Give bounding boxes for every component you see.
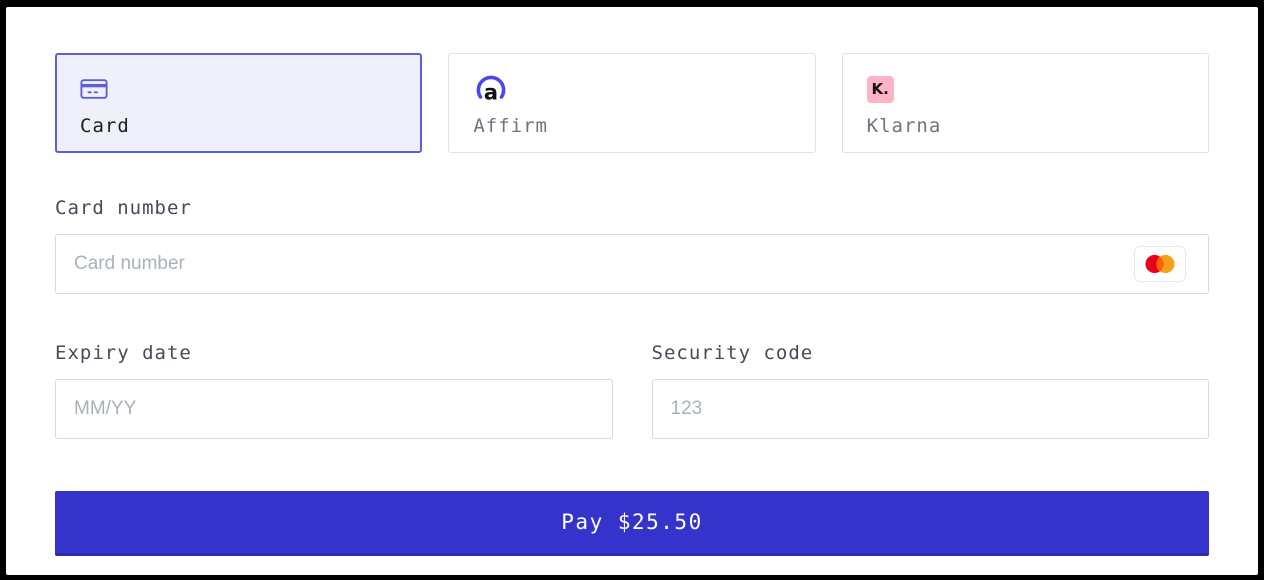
security-code-label: Security code bbox=[651, 342, 814, 364]
tab-klarna-label: Klarna bbox=[866, 115, 942, 137]
security-code-field: Security code bbox=[651, 342, 1209, 439]
pay-button[interactable]: Pay $25.50 bbox=[55, 491, 1209, 556]
card-number-field bbox=[55, 234, 1209, 294]
affirm-logo-icon: a bbox=[473, 74, 790, 104]
tab-card[interactable]: Card bbox=[55, 53, 423, 153]
expiry-security-row: Expiry date Security code bbox=[55, 342, 1209, 439]
credit-card-icon bbox=[80, 74, 397, 104]
tab-affirm-label: Affirm bbox=[473, 115, 548, 137]
klarna-logo-icon: K. bbox=[866, 75, 894, 103]
tab-affirm[interactable]: a Affirm bbox=[448, 53, 816, 153]
payment-method-tabs: Card a Affirm K. Klarna bbox=[55, 53, 1209, 153]
security-code-input[interactable] bbox=[651, 379, 1209, 439]
card-number-label: Card number bbox=[55, 197, 192, 219]
svg-text:a: a bbox=[484, 81, 498, 105]
tab-card-label: Card bbox=[80, 115, 130, 137]
mastercard-icon bbox=[1134, 246, 1186, 282]
card-number-input[interactable] bbox=[55, 234, 1209, 294]
expiry-date-label: Expiry date bbox=[55, 342, 192, 364]
tab-klarna[interactable]: K. Klarna bbox=[841, 53, 1209, 153]
expiry-date-input[interactable] bbox=[55, 379, 613, 439]
checkout-page: Card a Affirm K. Klarna Card number bbox=[6, 7, 1258, 575]
expiry-date-field: Expiry date bbox=[55, 342, 613, 439]
